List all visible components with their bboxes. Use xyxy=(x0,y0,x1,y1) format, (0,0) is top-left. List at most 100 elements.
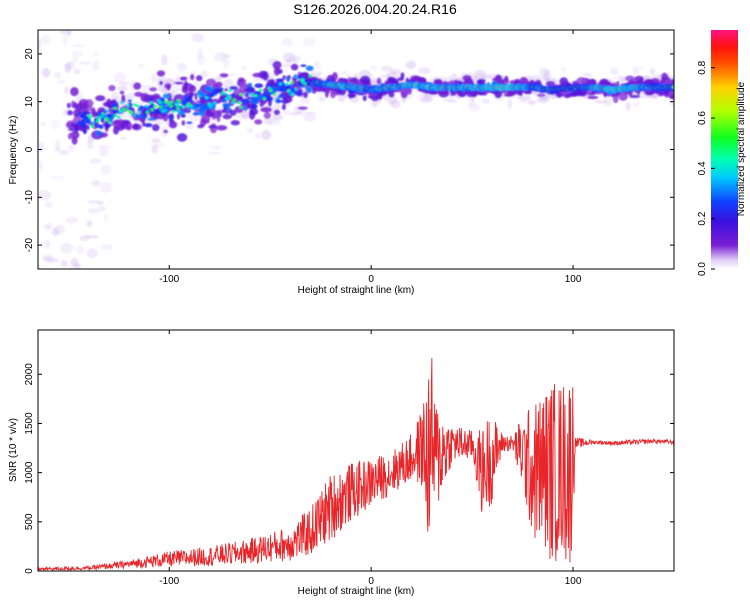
ridge-core xyxy=(101,112,105,116)
spectral-blob xyxy=(616,81,620,86)
noise-speck xyxy=(632,100,641,108)
snr-y-title: SNR (10 * v/v) xyxy=(8,418,19,482)
spectral-core xyxy=(267,83,273,88)
spectral-core xyxy=(95,130,102,137)
noise-speck xyxy=(302,37,316,47)
spectral-core xyxy=(241,98,250,105)
spectral-blob xyxy=(239,82,248,88)
noise-speck xyxy=(86,220,93,227)
noise-speck xyxy=(314,61,321,70)
spectral-blob xyxy=(587,95,599,100)
spectral-blob xyxy=(208,125,217,129)
spectral-blob xyxy=(163,129,168,134)
spectral-core xyxy=(111,102,118,109)
spectral-blob xyxy=(433,78,443,85)
spectral-blob xyxy=(249,108,259,116)
noise-speck xyxy=(43,239,51,249)
spectral-core xyxy=(215,88,224,94)
spectral-core xyxy=(139,105,144,112)
spectral-blob xyxy=(168,121,178,129)
ridge-core xyxy=(163,100,168,104)
noise-speck xyxy=(474,69,487,81)
spectral-core xyxy=(286,75,290,83)
spectral-core xyxy=(246,86,255,92)
spectral-core xyxy=(127,99,132,103)
spectral-blob xyxy=(224,88,229,92)
noise-speck xyxy=(65,61,75,70)
spectral-blob xyxy=(260,106,272,113)
y-tick-label: 500 xyxy=(24,513,35,530)
colorbar-tick-label: 0.4 xyxy=(697,161,708,175)
spectral-blob xyxy=(78,98,89,109)
noise-speck xyxy=(89,158,102,164)
noise-speck xyxy=(45,222,53,231)
spectral-core xyxy=(186,121,193,124)
noise-speck xyxy=(60,260,68,267)
spectral-blob xyxy=(209,123,218,134)
spectral-blob xyxy=(273,109,280,116)
ridge-core xyxy=(231,101,235,105)
noise-speck xyxy=(118,81,131,86)
noise-speck xyxy=(369,65,378,71)
ridge-core xyxy=(145,111,150,114)
spectral-blob xyxy=(119,90,125,95)
noise-speck xyxy=(98,144,113,149)
noise-speck xyxy=(387,96,398,105)
x-tick-label: 0 xyxy=(368,576,374,587)
spectral-blob xyxy=(349,94,356,99)
noise-speck xyxy=(424,93,438,98)
spectral-blob xyxy=(397,77,404,82)
noise-speck xyxy=(254,132,262,140)
colorbar-tick-label: 0.8 xyxy=(697,60,708,74)
y-tick-label: 0 xyxy=(24,146,35,152)
noise-speck xyxy=(40,121,46,126)
spectral-blob xyxy=(618,92,628,101)
y-tick-label: 20 xyxy=(24,48,35,60)
spectral-blob xyxy=(189,85,197,93)
noise-speck xyxy=(189,71,197,75)
spectral-core xyxy=(275,100,284,103)
spectral-blob xyxy=(149,87,158,92)
noise-speck xyxy=(138,63,144,68)
spectral-blob xyxy=(230,120,240,126)
x-tick-label: 100 xyxy=(565,576,582,587)
noise-speck xyxy=(53,71,62,79)
ridge-core xyxy=(164,108,168,112)
spectral-core xyxy=(143,109,148,117)
spectral-core xyxy=(162,93,170,99)
colorbar: 0.0 0.2 0.4 0.6 0.8 Normalized spectral ampl… xyxy=(697,30,747,276)
noise-speck xyxy=(171,85,183,92)
ridge-core xyxy=(114,114,118,118)
noise-speck xyxy=(38,142,45,153)
noise-speck xyxy=(433,76,447,80)
spectral-blob xyxy=(633,81,640,85)
spectral-core xyxy=(80,113,85,119)
ridge-core xyxy=(125,108,130,112)
spectral-blob xyxy=(376,77,382,85)
noise-speck xyxy=(418,67,431,75)
spectral-core xyxy=(254,90,262,95)
ridge-core xyxy=(117,115,121,119)
noise-speck xyxy=(214,52,228,62)
noise-speck xyxy=(416,93,427,102)
spectral-blob xyxy=(359,75,371,85)
spectral-blob xyxy=(197,124,204,129)
noise-speck xyxy=(125,92,136,101)
noise-speck xyxy=(71,50,84,57)
spectral-core xyxy=(147,117,157,121)
spectral-blob xyxy=(111,99,117,104)
spectral-core xyxy=(84,115,90,120)
noise-speck xyxy=(67,144,76,152)
spectral-blob xyxy=(176,133,188,142)
spectral-blob xyxy=(132,123,139,130)
spectral-blob xyxy=(112,119,121,130)
ridge-core xyxy=(153,104,158,108)
noise-speck xyxy=(216,76,224,81)
ridge-core xyxy=(133,103,137,107)
noise-speck xyxy=(639,66,644,71)
snr-y-axis: 0 500 1000 1500 2000 xyxy=(24,363,674,574)
noise-speck xyxy=(100,182,113,193)
spectral-blob xyxy=(184,80,188,90)
ridge-core xyxy=(188,104,193,108)
